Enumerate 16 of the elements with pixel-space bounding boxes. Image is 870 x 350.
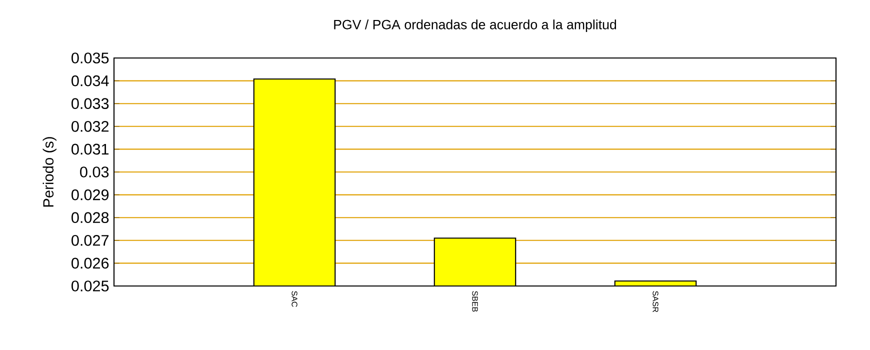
- x-tick-label: SASR: [652, 291, 658, 312]
- x-tick-label: SAC: [292, 291, 298, 307]
- y-tick-label: 0.034: [72, 75, 109, 86]
- y-tick-label: 0.031: [72, 144, 109, 155]
- x-tick-label: SBEB: [472, 291, 478, 312]
- y-tick-label: 0.03: [80, 166, 109, 178]
- y-tick-label: 0.028: [72, 212, 109, 224]
- y-tick-label: 0.025: [72, 280, 109, 292]
- y-tick-label: 0.029: [72, 189, 109, 200]
- chart-title: PGV / PGA ordenadas de acuerdo a la amplitud: [334, 20, 616, 32]
- y-tick-label: 0.033: [72, 98, 109, 110]
- y-tick-label: 0.026: [72, 258, 109, 269]
- y-axis-title: Periodo (s): [42, 137, 56, 207]
- y-tick-label: 0.032: [72, 120, 109, 132]
- y-tick-label: 0.035: [72, 52, 109, 64]
- y-tick-label: 0.027: [72, 234, 109, 246]
